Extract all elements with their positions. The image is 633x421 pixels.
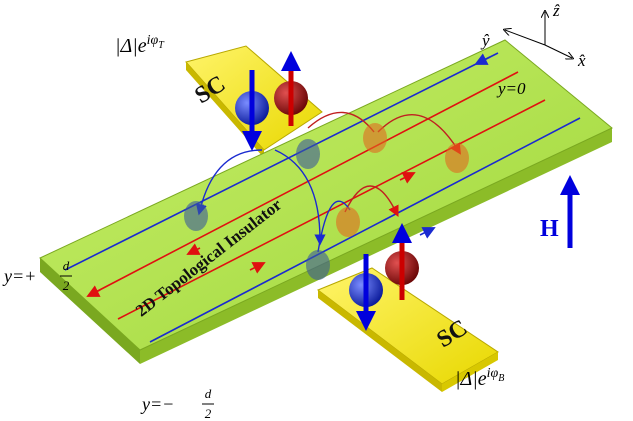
bottom-pair-potential: |Δ|eiφB (455, 366, 504, 390)
quasiparticles (184, 123, 469, 280)
axes (505, 12, 572, 58)
denominator: 2 (63, 278, 70, 293)
axis-x: x̂ (577, 51, 586, 70)
exponent: iφ (147, 33, 159, 48)
cooper-pair-top (235, 51, 308, 151)
cooper-pair-bottom (349, 223, 419, 331)
edge-top-label: y=+ d 2 (2, 258, 72, 293)
ti-slab (39, 39, 613, 364)
base: |Δ|e (115, 35, 147, 57)
edge-channels (64, 52, 581, 343)
prefix: y=− (140, 394, 174, 414)
axis-y: ŷ (480, 31, 490, 50)
axis-z: ẑ (552, 1, 560, 20)
edge-center-label: y=0 (496, 79, 526, 98)
numerator: d (205, 386, 212, 401)
edge-bottom-label: y=− d 2 (140, 386, 214, 421)
base: |Δ|e (455, 368, 487, 390)
denominator: 2 (205, 406, 212, 421)
field-label: H (540, 216, 559, 242)
prefix: y=+ (2, 266, 36, 286)
exponent: iφ (487, 366, 499, 381)
subscript: T (158, 40, 165, 51)
numerator: d (63, 258, 70, 273)
top-pair-potential: |Δ|eiφT (115, 33, 165, 57)
subscript: B (498, 373, 504, 384)
